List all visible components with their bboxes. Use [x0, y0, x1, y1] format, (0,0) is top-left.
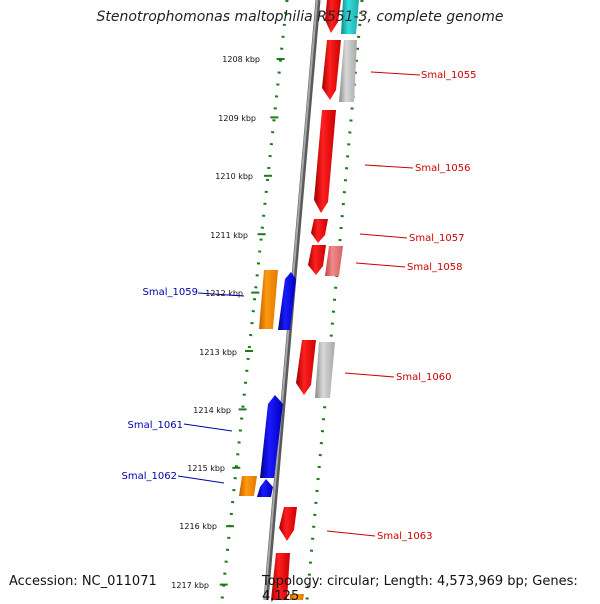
- gene-arrow[interactable]: [296, 340, 316, 395]
- gene-arrow[interactable]: [308, 245, 326, 275]
- ruler-label: 1210 kbp: [215, 172, 253, 181]
- gene-block[interactable]: [339, 40, 357, 102]
- gene-label[interactable]: Smal_1058: [407, 262, 462, 273]
- gene-block[interactable]: [325, 246, 343, 276]
- ruler-label: 1212 kbp: [205, 289, 243, 298]
- ruler-ticks: [219, 58, 285, 586]
- gene-block[interactable]: [341, 0, 359, 34]
- plus-strand-genes: [271, 0, 359, 600]
- gene-label[interactable]: Smal_1060: [396, 372, 451, 383]
- gene-label[interactable]: Smal_1063: [377, 531, 432, 542]
- gene-arrow[interactable]: [325, 0, 341, 33]
- gene-label[interactable]: Smal_1062: [122, 471, 177, 482]
- gene-label[interactable]: Smal_1056: [415, 163, 470, 174]
- gene-arrow[interactable]: [322, 40, 341, 100]
- ruler-label: 1211 kbp: [210, 231, 248, 240]
- gene-arrow[interactable]: [257, 479, 273, 497]
- minus-strand-genes: [239, 270, 296, 497]
- gene-label[interactable]: Smal_1055: [421, 70, 476, 81]
- gene-arrow[interactable]: [260, 395, 283, 478]
- accession-text: Accession: NC_011071: [9, 574, 157, 589]
- map-title: Stenotrophomonas maltophilia R551-3, com…: [96, 9, 504, 25]
- ruler-label: 1213 kbp: [199, 348, 237, 357]
- ruler-label: 1214 kbp: [193, 406, 231, 415]
- ruler-label: 1209 kbp: [218, 114, 256, 123]
- ruler-label: 1215 kbp: [187, 464, 225, 473]
- ruler-label: 1216 kbp: [179, 522, 217, 531]
- gene-label[interactable]: Smal_1059: [143, 287, 198, 298]
- gene-block[interactable]: [315, 342, 335, 398]
- gene-arrow[interactable]: [279, 507, 297, 541]
- gene-arrow[interactable]: [278, 272, 296, 330]
- right-dotted-track: [305, 0, 364, 600]
- gene-arrow[interactable]: [311, 219, 328, 243]
- gene-block[interactable]: [271, 553, 290, 600]
- ruler-label: 1217 kbp: [171, 581, 209, 590]
- gene-label[interactable]: Smal_1057: [409, 233, 464, 244]
- gene-arrow[interactable]: [314, 110, 336, 213]
- gene-block[interactable]: [259, 270, 278, 329]
- ruler-label: 1208 kbp: [222, 55, 260, 64]
- left-dotted-track: [220, 0, 289, 600]
- gene-block[interactable]: [290, 594, 304, 600]
- gene-label[interactable]: Smal_1061: [128, 420, 183, 431]
- gene-block[interactable]: [239, 476, 257, 496]
